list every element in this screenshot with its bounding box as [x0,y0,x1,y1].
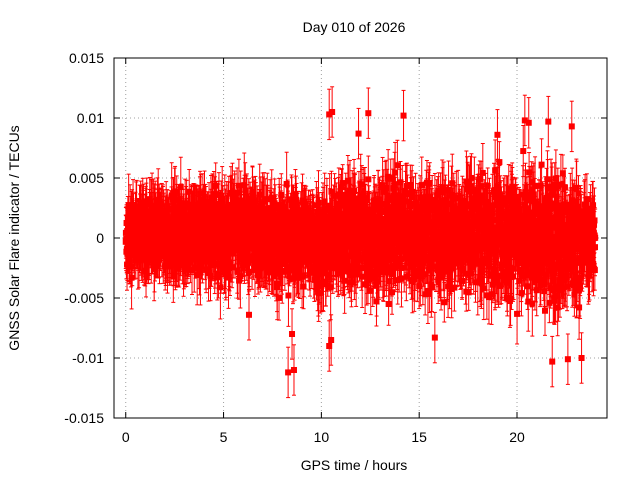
data-marker [129,275,135,281]
data-marker [276,295,282,301]
